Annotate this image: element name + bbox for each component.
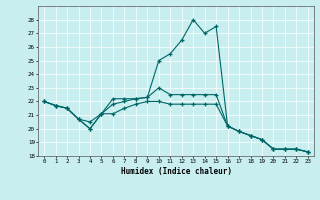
X-axis label: Humidex (Indice chaleur): Humidex (Indice chaleur) (121, 167, 231, 176)
